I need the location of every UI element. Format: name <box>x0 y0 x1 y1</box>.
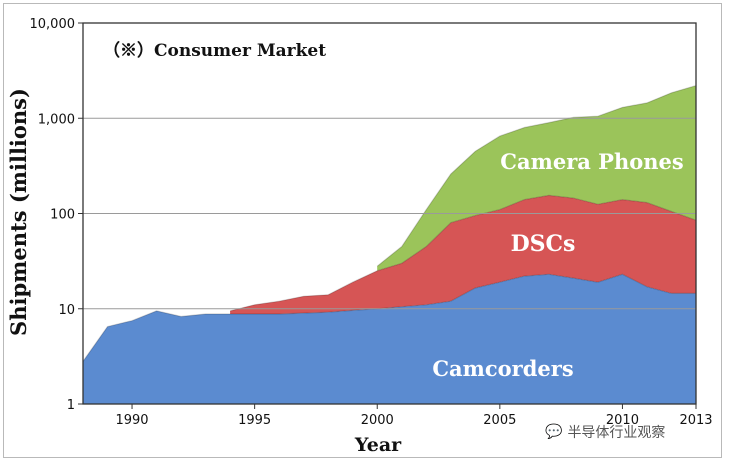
area-dscs <box>230 195 696 314</box>
wechat-icon: 💬 <box>545 424 563 440</box>
gridlines <box>83 117 696 310</box>
chart-title: （※）Consumer Market <box>103 40 326 61</box>
y-tick-label: 10 <box>58 303 75 318</box>
x-tick-label: 2010 <box>606 413 639 428</box>
axes: 1 10 100 1,000 10,000 1990 1995 2000 2005 2010 201… <box>30 17 713 428</box>
watermark-text: 半导体行业观察 <box>567 425 666 441</box>
x-tick-label: 1995 <box>238 413 271 428</box>
area-edge-dscs <box>229 194 697 312</box>
y-axis-title: Shipments (millions) <box>6 88 31 336</box>
area-label-camcorders: Camcorders <box>432 356 573 381</box>
y-tick-label: 100 <box>50 208 75 223</box>
area-series <box>82 85 697 404</box>
area-camera-phones <box>377 85 696 271</box>
area-label-camera-phones: Camera Phones <box>500 149 683 174</box>
y-tick-label: 10,000 <box>30 17 76 32</box>
x-tick-label: 2000 <box>361 413 394 428</box>
area-edge-camcorders <box>82 273 696 362</box>
area-camcorders <box>83 274 696 404</box>
x-tick-label: 2013 <box>679 413 712 428</box>
area-label-dscs: DSCs <box>511 231 576 257</box>
y-tick-label: 1 <box>67 398 75 413</box>
area-edge-camera-phones <box>376 85 697 267</box>
labels: （※）Consumer Market Camera Phones DSCs Ca… <box>6 40 684 456</box>
x-axis-title: Year <box>354 434 402 456</box>
x-tick-label: 1990 <box>115 413 148 428</box>
watermark: 💬 半导体行业观察 <box>545 422 665 442</box>
x-tick-label: 2005 <box>483 413 516 428</box>
y-tick-label: 1,000 <box>38 112 75 127</box>
